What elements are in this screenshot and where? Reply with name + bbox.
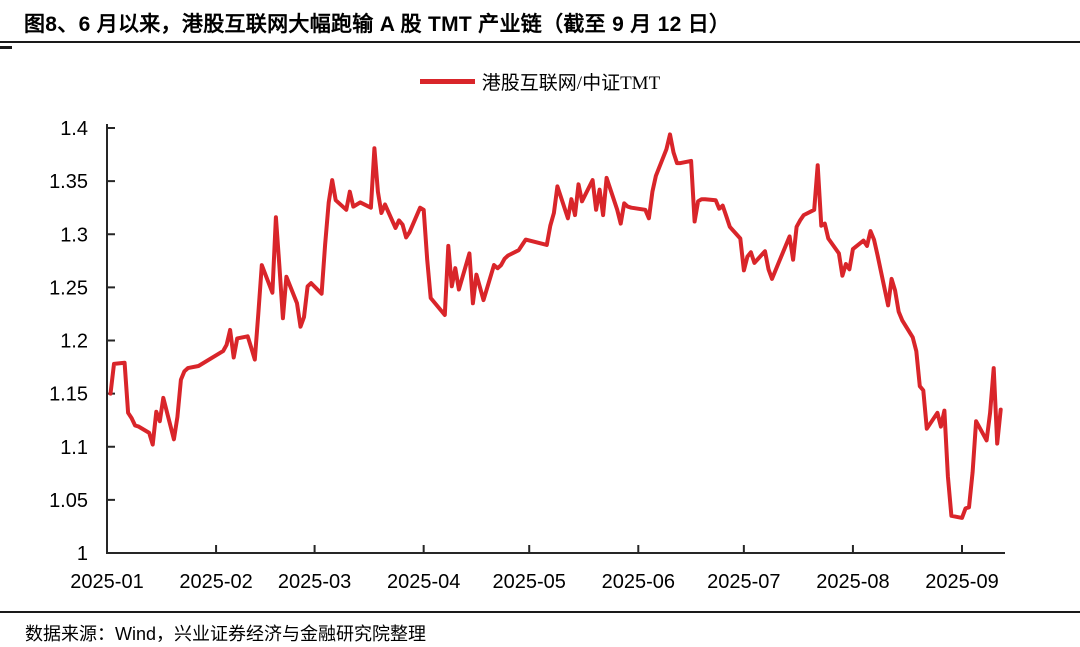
y-axis-label: 1.4 — [60, 118, 88, 140]
y-axis-label: 1.35 — [49, 171, 88, 193]
x-axis-label: 2025-02 — [179, 571, 252, 593]
y-axis-label: 1.1 — [60, 437, 88, 459]
x-axis-label: 2025-03 — [278, 571, 351, 593]
chart-legend: 港股互联网/中证TMT — [0, 68, 1080, 95]
y-axis-label: 1.25 — [49, 277, 88, 299]
title-divider-stub — [0, 46, 12, 49]
legend-line-swatch — [419, 79, 475, 84]
series-line-hk-internet-vs-csi-tmt — [108, 132, 1003, 520]
x-axis-label: 2025-01 — [70, 571, 143, 593]
y-axis-label: 1.3 — [60, 224, 88, 246]
x-axis-label: 2025-04 — [387, 571, 460, 593]
x-axis-label: 2025-08 — [816, 571, 889, 593]
y-axis-label: 1.05 — [49, 490, 88, 512]
y-axis-label: 1 — [77, 543, 88, 565]
title-divider — [0, 41, 1080, 43]
x-axis-label: 2025-06 — [602, 571, 675, 593]
y-axis-label: 1.15 — [49, 384, 88, 406]
figure-title: 图8、6 月以来，港股互联网大幅跑输 A 股 TMT 产业链（截至 9 月 12… — [24, 13, 731, 36]
x-axis-label: 2025-09 — [925, 571, 998, 593]
x-axis-label: 2025-05 — [493, 571, 566, 593]
data-source-note: 数据来源：Wind，兴业证券经济与金融研究院整理 — [25, 624, 427, 644]
footer-divider — [0, 611, 1080, 613]
legend-label: 港股互联网/中证TMT — [481, 73, 661, 94]
x-axis-label: 2025-07 — [707, 571, 780, 593]
y-axis-label: 1.2 — [60, 331, 88, 353]
